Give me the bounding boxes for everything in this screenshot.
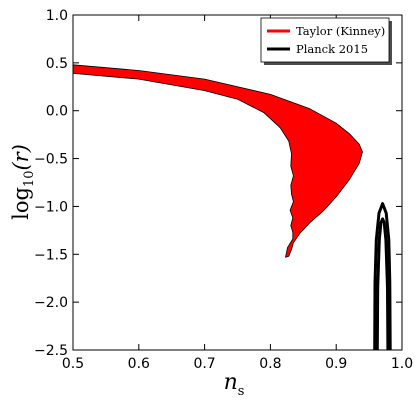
x-tick-label: 0.5	[62, 356, 84, 372]
y-tick-label: 0.0	[46, 104, 68, 120]
planck-contour-outer	[373, 202, 392, 350]
y-axis-label-subscript: 10	[22, 171, 37, 188]
x-tick-label: 0.7	[193, 356, 215, 372]
legend-box	[260, 17, 390, 63]
x-axis-label-subscript: s	[238, 384, 245, 399]
tick-labels-layer: 0.5 0.6 0.7 0.8 0.9 1.0 1.0 0.5 0.0 −0.5 −1.0 −1.5 −…	[34, 8, 413, 372]
legend-label-taylor: Taylor (Kinney)	[296, 24, 385, 38]
x-axis-label: ns	[224, 370, 245, 399]
y-axis-label: log10(r)	[9, 144, 37, 220]
y-axis-label-main: log	[9, 187, 33, 220]
taylor-region	[73, 64, 363, 258]
y-tick-label: −1.5	[34, 247, 68, 263]
x-tick-label: 0.6	[128, 356, 150, 372]
data-layer	[73, 64, 392, 350]
plot-frame	[72, 14, 403, 351]
y-tick-label: −2.5	[34, 343, 68, 359]
plot-area-background	[73, 15, 402, 350]
x-tick-label: 1.0	[391, 356, 413, 372]
legend: Taylor (Kinney) Planck 2015	[260, 17, 392, 65]
x-axis-label-main: n	[224, 370, 238, 395]
planck-contour-inner	[375, 217, 390, 350]
y-tick-label: 1.0	[46, 8, 68, 24]
y-tick-label: 0.5	[46, 56, 68, 72]
x-tick-label: 0.9	[325, 356, 347, 372]
y-axis-label-argument: (r)	[9, 144, 33, 170]
legend-label-planck: Planck 2015	[296, 42, 368, 56]
y-tick-label: −2.0	[34, 295, 68, 311]
y-tick-label: −0.5	[34, 152, 68, 168]
y-tick-label: −1.0	[34, 199, 68, 215]
x-tick-label: 0.8	[259, 356, 281, 372]
